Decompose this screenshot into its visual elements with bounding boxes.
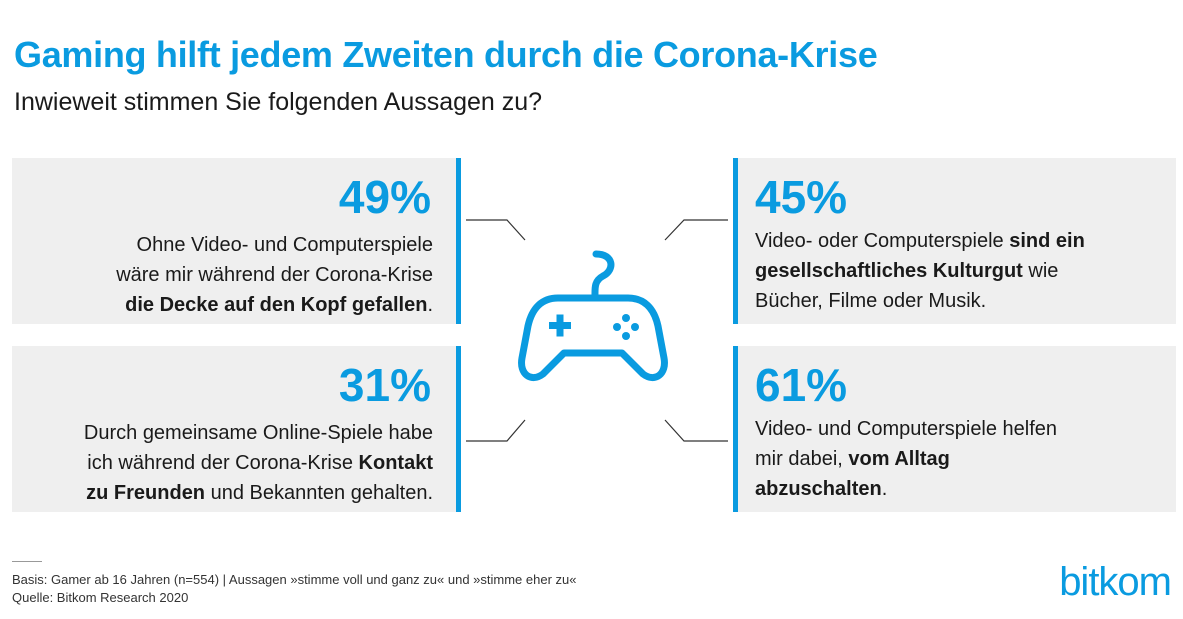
statement-line: Bücher, Filme oder Musik. (755, 286, 1085, 316)
statement-segment: und Bekannten gehalten. (205, 482, 433, 504)
footer-divider (12, 561, 42, 562)
statement-segment: . (427, 294, 433, 316)
accent-bar (456, 158, 461, 324)
accent-bar (733, 158, 738, 324)
statement-line: Ohne Video- und Computerspiele (116, 230, 433, 260)
statement-segment: Bücher, Filme oder Musik. (755, 290, 987, 312)
stat-card-3: 31% Durch gemeinsame Online-Spiele habe i… (12, 346, 461, 512)
gamepad-icon (518, 250, 668, 382)
statement-segment: Ohne Video- und Computerspiele (136, 234, 433, 256)
stat-value: 45% (755, 171, 848, 223)
statement-segment: Video- und Computerspiele helfen (755, 418, 1058, 440)
statement-line: Video- oder Computerspiele sind ein (755, 226, 1085, 256)
statement-line: die Decke auf den Kopf gefallen. (116, 290, 433, 320)
footer-source: Quelle: Bitkom Research 2020 (12, 590, 189, 605)
stat-card-4: 61% Video- und Computerspiele helfen mir … (733, 346, 1176, 512)
statement-segment: wäre mir während der Corona-Krise (116, 264, 433, 286)
accent-bar (456, 346, 461, 512)
connector-line-3 (466, 419, 526, 442)
statement-line: wäre mir während der Corona-Krise (116, 260, 433, 290)
footer-basis: Basis: Gamer ab 16 Jahren (n=554) | Auss… (12, 572, 577, 587)
statement-segment: Video- oder Computerspiele (755, 230, 1010, 252)
statement-segment: mir dabei, (755, 448, 849, 470)
stat-statement: Durch gemeinsame Online-Spiele habe ich w… (84, 418, 433, 508)
statement-segment: Durch gemeinsame Online-Spiele habe (83, 422, 433, 444)
statement-line: Video- und Computerspiele helfen (755, 414, 1057, 444)
page-title: Gaming hilft jedem Zweiten durch die Cor… (14, 34, 878, 75)
stat-value: 31% (338, 359, 431, 411)
stat-card-2: 45% Video- oder Computerspiele sind ein g… (733, 158, 1176, 324)
statement-line: mir dabei, vom Alltag (755, 444, 1057, 474)
stat-value: 61% (755, 359, 848, 411)
accent-bar (733, 346, 738, 512)
connector-line-4 (664, 419, 728, 442)
page-subtitle: Inwieweit stimmen Sie folgenden Aussagen… (14, 88, 543, 116)
statement-bold-segment: Kontakt (358, 452, 433, 474)
statement-bold-segment: die Decke auf den Kopf gefallen (125, 294, 428, 316)
connector-line-2 (664, 219, 728, 241)
stat-statement: Video- und Computerspiele helfen mir dabe… (755, 414, 1057, 504)
statement-bold-segment: zu Freunden (86, 482, 206, 504)
statement-segment: wie (1022, 260, 1059, 282)
statement-segment: . (881, 478, 888, 500)
statement-line: abzuschalten. (755, 474, 1057, 504)
bitkom-logo: bitkom (1059, 560, 1172, 604)
statement-bold-segment: vom Alltag (848, 448, 950, 470)
stat-statement: Video- oder Computerspiele sind ein gesel… (755, 226, 1085, 316)
stat-card-1: 49% Ohne Video- und Computerspiele wäre m… (12, 158, 461, 324)
stat-statement: Ohne Video- und Computerspiele wäre mir w… (116, 230, 433, 320)
statement-line: gesellschaftliches Kulturgut wie (755, 256, 1085, 286)
statement-line: Durch gemeinsame Online-Spiele habe (84, 418, 433, 448)
statement-line: zu Freunden und Bekannten gehalten. (84, 478, 433, 508)
statement-line: ich während der Corona-Krise Kontakt (84, 448, 433, 478)
statement-bold-segment: abzuschalten (755, 478, 882, 500)
statement-segment: ich während der Corona-Krise (87, 452, 359, 474)
connector-line-1 (466, 219, 526, 241)
statement-bold-segment: gesellschaftliches Kulturgut (755, 260, 1023, 282)
stat-value: 49% (338, 171, 431, 223)
statement-bold-segment: sind ein (1009, 230, 1085, 252)
